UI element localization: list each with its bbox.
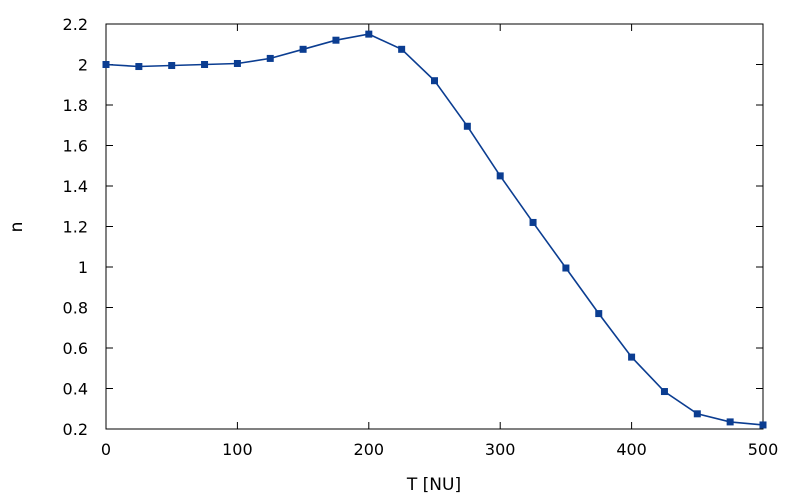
data-point	[398, 45, 406, 53]
x-tick-labels: 0 100 200 300 400 500	[101, 440, 778, 459]
data-point	[529, 218, 537, 226]
y-tick-label: 0.2	[63, 420, 88, 439]
y-tick-label: 1.4	[63, 177, 88, 196]
y-tick-labels: 0.2 0.4 0.6 0.8 1 1.2 1.4 1.6 1.8 2 2.2	[63, 15, 88, 439]
data-point	[266, 54, 274, 62]
x-tick-label: 400	[616, 440, 647, 459]
x-tick-label: 0	[101, 440, 111, 459]
data-point	[693, 410, 701, 418]
x-tick-label: 500	[748, 440, 779, 459]
y-tick-label: 0.8	[63, 299, 88, 318]
y-tick-label: 1.2	[63, 218, 88, 237]
y-tick-label: 2	[78, 56, 88, 75]
data-point	[463, 122, 471, 130]
data-point	[332, 36, 340, 44]
data-point	[431, 77, 438, 85]
y-axis-label: n	[7, 222, 27, 233]
data-point	[102, 61, 110, 68]
x-tick-label: 300	[485, 440, 516, 459]
y-tick-label: 1.6	[63, 137, 88, 156]
data-point	[365, 30, 373, 38]
y-tick-label: 1	[78, 258, 88, 277]
x-axis-label: T [NU]	[406, 475, 461, 495]
data-point	[201, 61, 209, 68]
series-line	[105, 33, 764, 426]
plot-frame	[105, 23, 764, 430]
series-group	[102, 30, 767, 429]
data-point	[299, 45, 307, 53]
data-point	[496, 172, 504, 180]
data-point	[759, 421, 767, 429]
data-point	[135, 63, 143, 71]
data-point	[168, 62, 176, 70]
data-point	[726, 418, 734, 426]
y-tick-label: 0.4	[63, 380, 88, 399]
y-tick-label: 2.2	[63, 15, 88, 34]
y-tick-label: 1.8	[63, 96, 88, 115]
data-point	[562, 264, 570, 272]
y-tick-label: 0.6	[63, 339, 88, 358]
data-point	[660, 388, 668, 396]
data-point	[595, 310, 603, 318]
tick-marks	[105, 23, 764, 430]
data-point	[233, 59, 241, 67]
data-point	[628, 353, 636, 361]
x-tick-label: 100	[222, 440, 253, 459]
x-tick-label: 200	[354, 440, 385, 459]
